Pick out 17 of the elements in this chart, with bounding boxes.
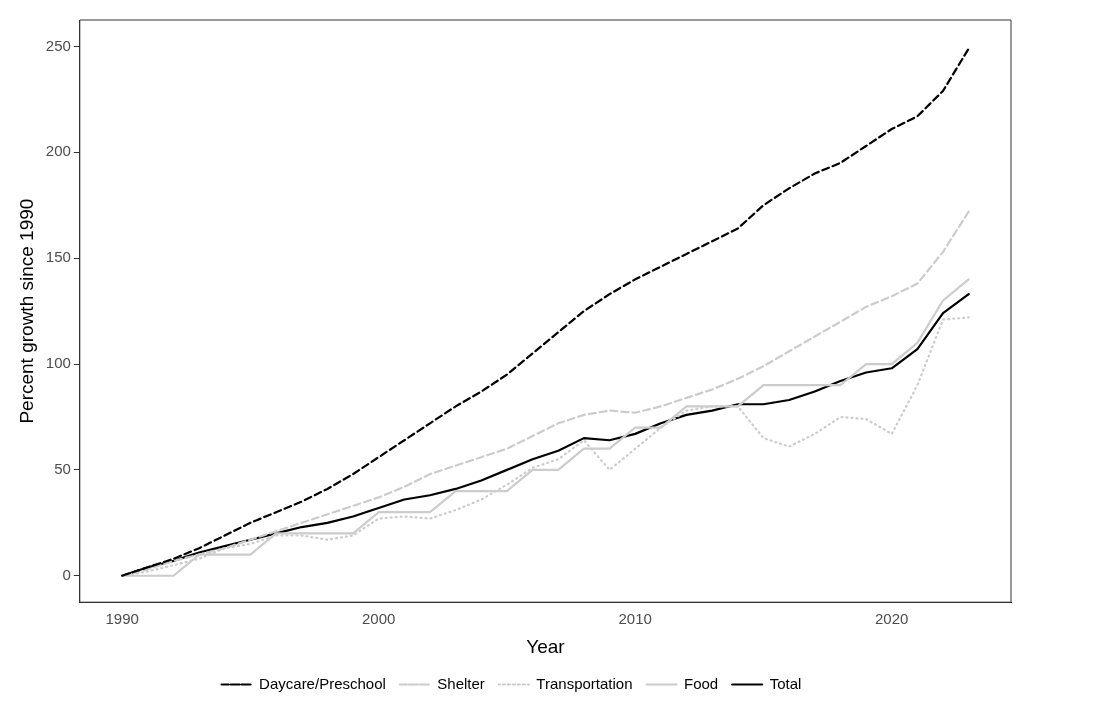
legend-label: Shelter (437, 674, 485, 692)
y-tick-label: 250 (45, 36, 71, 54)
y-tick-label: 100 (45, 354, 71, 372)
legend-label: Food (684, 674, 719, 692)
x-axis-title: Year (526, 635, 566, 657)
x-tick-label: 2020 (875, 610, 909, 628)
y-tick-label: 200 (45, 142, 71, 160)
x-tick-label: 2000 (361, 610, 396, 628)
y-tick-label: 50 (54, 460, 71, 478)
legend-label: Transportation (536, 674, 633, 692)
x-tick-label: 1990 (105, 610, 139, 628)
y-tick-label: 0 (62, 565, 71, 583)
legend-label: Total (769, 674, 802, 692)
x-tick-label: 2010 (618, 610, 652, 628)
y-axis-title: Percent growth since 1990 (15, 198, 37, 424)
legend-label: Daycare/Preschool (259, 674, 386, 692)
y-tick-label: 150 (45, 248, 71, 266)
